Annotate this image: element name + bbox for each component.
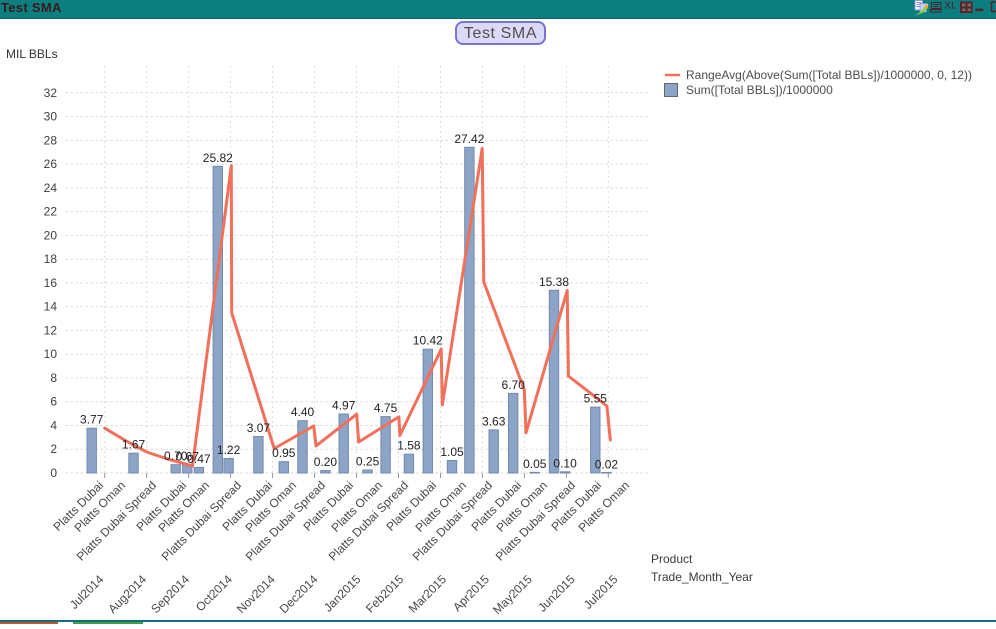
- svg-text:14: 14: [44, 300, 58, 314]
- svg-text:Mar2015: Mar2015: [406, 572, 450, 616]
- svg-text:Nov2014: Nov2014: [234, 572, 278, 616]
- svg-text:0.47: 0.47: [187, 452, 211, 466]
- svg-text:15.38: 15.38: [539, 275, 569, 289]
- svg-text:0.95: 0.95: [272, 446, 296, 460]
- svg-text:4.40: 4.40: [291, 405, 315, 419]
- svg-text:26: 26: [44, 157, 58, 171]
- svg-text:10: 10: [44, 347, 58, 361]
- svg-text:24: 24: [44, 181, 58, 195]
- svg-text:10.42: 10.42: [413, 334, 443, 348]
- svg-text:18: 18: [44, 252, 58, 266]
- svg-text:Apr2015: Apr2015: [450, 572, 492, 614]
- svg-text:3.63: 3.63: [482, 414, 506, 428]
- svg-text:Aug2014: Aug2014: [105, 572, 149, 616]
- svg-text:Jul2015: Jul2015: [581, 572, 621, 612]
- svg-text:0.05: 0.05: [523, 457, 547, 471]
- svg-text:12: 12: [44, 323, 58, 337]
- svg-text:3.07: 3.07: [247, 421, 271, 435]
- svg-text:0.02: 0.02: [595, 457, 619, 471]
- svg-text:0.20: 0.20: [314, 455, 338, 469]
- svg-text:Dec2014: Dec2014: [277, 572, 321, 616]
- svg-text:32: 32: [44, 86, 58, 100]
- svg-text:0: 0: [50, 466, 57, 480]
- svg-text:28: 28: [44, 133, 58, 147]
- svg-text:Jan2015: Jan2015: [321, 572, 364, 615]
- svg-text:3.77: 3.77: [80, 413, 104, 427]
- svg-text:4.75: 4.75: [374, 401, 398, 415]
- svg-text:16: 16: [44, 276, 58, 290]
- svg-text:25.82: 25.82: [203, 151, 233, 165]
- svg-text:5.55: 5.55: [584, 392, 608, 406]
- svg-text:Oct2014: Oct2014: [193, 572, 235, 614]
- svg-text:30: 30: [44, 110, 58, 124]
- svg-text:1.67: 1.67: [122, 438, 146, 452]
- svg-text:Jul2014: Jul2014: [67, 572, 107, 612]
- svg-text:XL: XL: [944, 0, 957, 12]
- svg-text:20: 20: [44, 228, 58, 242]
- svg-text:4.97: 4.97: [332, 399, 356, 413]
- svg-text:May2015: May2015: [490, 572, 535, 617]
- svg-text:0.25: 0.25: [356, 455, 380, 469]
- svg-text:Sep2014: Sep2014: [148, 572, 192, 616]
- svg-text:Feb2015: Feb2015: [363, 572, 407, 616]
- svg-text:1.05: 1.05: [440, 445, 464, 459]
- svg-text:8: 8: [50, 371, 57, 385]
- svg-text:6: 6: [50, 395, 57, 409]
- svg-text:2: 2: [50, 442, 57, 456]
- svg-text:0.10: 0.10: [553, 456, 577, 470]
- svg-text:22: 22: [44, 205, 58, 219]
- svg-text:Jun2015: Jun2015: [535, 572, 578, 615]
- svg-text:6.70: 6.70: [502, 378, 526, 392]
- svg-text:1.22: 1.22: [217, 443, 241, 457]
- svg-text:4: 4: [50, 419, 57, 433]
- svg-text:1.58: 1.58: [397, 439, 421, 453]
- svg-text:27.42: 27.42: [454, 132, 484, 146]
